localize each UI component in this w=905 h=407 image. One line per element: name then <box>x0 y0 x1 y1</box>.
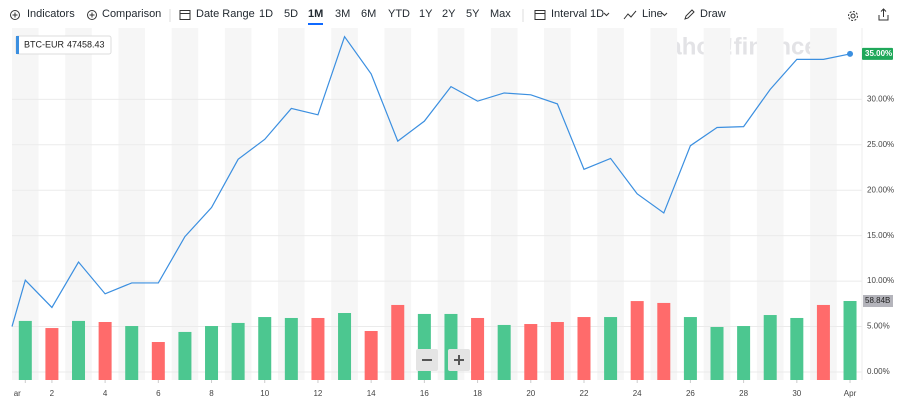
volume-bar <box>231 322 245 380</box>
volume-bar <box>364 330 378 380</box>
volume-bar <box>98 322 112 380</box>
x-tick-label: 20 <box>526 389 535 398</box>
last-tag: 35.00% <box>865 49 892 58</box>
interval-label[interactable]: Interval <box>551 8 588 20</box>
date-range-button[interactable]: Date Range <box>196 8 255 20</box>
chart-style-button[interactable]: Line <box>642 8 663 20</box>
y-tick-label: 15.00% <box>867 231 894 240</box>
range-button[interactable]: 1M <box>308 8 324 25</box>
legend-symbol: BTC-EUR <box>24 39 64 49</box>
x-tick-label: 22 <box>580 389 589 398</box>
indicators-button[interactable]: Indicators <box>27 8 75 20</box>
x-tick-label: 4 <box>103 389 108 398</box>
x-tick-label: 30 <box>792 389 801 398</box>
stripe <box>171 28 199 380</box>
volume-bar <box>284 317 298 380</box>
volume-bar <box>737 326 751 380</box>
y-tick-label: 0.00% <box>867 367 890 376</box>
volume-bar <box>151 342 165 380</box>
volume-bar <box>763 315 777 380</box>
volume-bar <box>125 326 139 380</box>
zoom-in-icon <box>454 355 464 365</box>
stripes <box>12 28 837 380</box>
stripe <box>490 28 518 380</box>
legend-accent <box>16 36 19 54</box>
range-button[interactable]: Max <box>490 8 511 20</box>
volume-bar <box>683 317 697 380</box>
last-tag-bg <box>862 47 893 60</box>
watermark: yahoo!finance <box>655 33 818 60</box>
x-tick-label: ar <box>14 389 21 398</box>
volume-bar <box>205 326 219 380</box>
stripe <box>224 28 252 380</box>
volume-bar <box>178 331 192 380</box>
zoom-in[interactable] <box>448 349 470 371</box>
range-button[interactable]: 2Y <box>442 8 456 20</box>
y-tick-label: 10.00% <box>867 276 894 285</box>
volume-bar <box>524 324 538 380</box>
volume-bar <box>45 328 59 380</box>
last-point <box>847 50 854 57</box>
volume-bar <box>816 304 830 380</box>
volume-bar <box>311 317 325 380</box>
stripe <box>703 28 731 380</box>
volume-tag: 58.84B <box>865 296 890 305</box>
volume-tag-bg <box>863 295 893 308</box>
x-tick-label: 10 <box>260 389 269 398</box>
x-tick-label: 6 <box>156 389 161 398</box>
toolbar-icons <box>10 8 889 22</box>
legend-price: 47458.43 <box>67 39 105 49</box>
volume-bar <box>497 324 511 380</box>
volume-bar <box>391 304 405 380</box>
zoom-out[interactable] <box>416 349 438 371</box>
volume-bar <box>18 320 32 380</box>
y-tick-label: 25.00% <box>867 140 894 149</box>
interval-value[interactable]: 1D <box>590 8 605 20</box>
draw-button[interactable]: Draw <box>700 8 726 20</box>
stripe <box>118 28 146 380</box>
range-button[interactable]: 5Y <box>466 8 480 20</box>
volume-bar <box>657 302 671 380</box>
stripe <box>544 28 571 380</box>
x-tick-label: 26 <box>686 389 695 398</box>
volume-bar <box>843 301 857 380</box>
volume-bar <box>577 317 591 380</box>
x-tick-label: Apr <box>844 389 857 398</box>
volume-bar <box>258 317 272 380</box>
x-tick-label: 16 <box>420 389 429 398</box>
y-tick-label: 20.00% <box>867 185 894 194</box>
x-tick-label: 2 <box>50 389 55 398</box>
comparison-button[interactable]: Comparison <box>102 8 162 20</box>
x-tick-label: 12 <box>313 389 322 398</box>
volume-bar <box>710 326 724 380</box>
volume-bar <box>72 320 86 380</box>
x-tick-label: 14 <box>367 389 376 398</box>
volume-bar <box>630 301 644 380</box>
range-button[interactable]: 3M <box>335 8 351 20</box>
volume-bar <box>790 317 804 380</box>
volume-bar <box>604 317 618 380</box>
x-tick-label: 18 <box>473 389 482 398</box>
x-tick-label: 8 <box>209 389 214 398</box>
price-line <box>11 35 851 327</box>
volume-bar <box>471 317 485 380</box>
volume-bar <box>338 313 352 380</box>
x-tick-label: 28 <box>739 389 748 398</box>
volume-bar <box>550 322 564 380</box>
range-button[interactable]: 1Y <box>419 8 433 20</box>
y-tick-label: 30.00% <box>867 94 894 103</box>
range-button[interactable]: 5D <box>284 8 299 20</box>
range-button[interactable]: 1D <box>259 8 274 20</box>
y-tick-label: 5.00% <box>867 322 890 331</box>
range-button[interactable]: 6M <box>361 8 377 20</box>
x-tick-label: 24 <box>633 389 642 398</box>
range-button[interactable]: YTD <box>388 8 410 20</box>
